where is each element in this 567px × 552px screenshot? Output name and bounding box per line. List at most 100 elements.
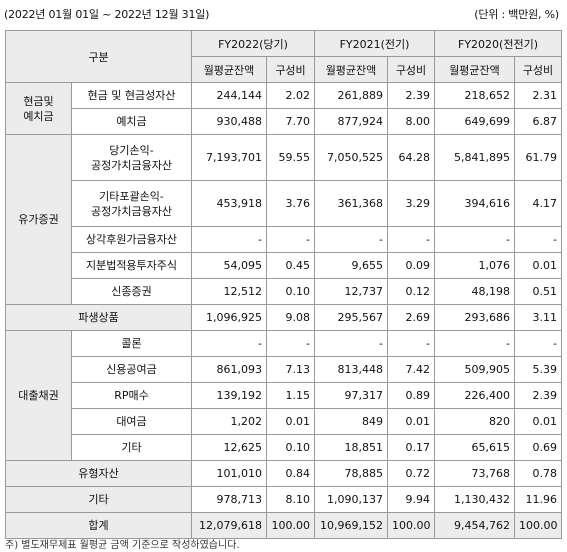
row-label: 예치금 [71,108,192,135]
row-label: 신종증권 [71,278,192,305]
cell-fy2020-ratio: 61.79 [513,134,563,181]
group-label-other: 기타 [5,486,192,513]
cell-fy2022-ratio: 0.45 [266,252,315,279]
cell-fy2021-ratio: 2.69 [387,304,435,331]
cell-fy2021-avg: 295,567 [314,304,388,331]
cell-fy2022-ratio: 0.10 [266,278,315,305]
table-row: RP매수 139,192 1.15 97,317 0.89 226,400 2.39 [6,382,563,409]
cell-fy2020-avg: 1,076 [434,252,515,279]
cell-fy2022-avg: 930,488 [191,108,267,135]
cell-fy2022-avg: 453,918 [191,180,267,227]
cell-fy2020-avg: 1,130,432 [434,486,515,513]
cell-fy2020-avg: 649,699 [434,108,515,135]
cell-fy2020-ratio: 2.39 [513,382,563,409]
cell-fy2020-ratio: 2.31 [513,82,563,109]
cell-fy2022-avg: 12,625 [191,434,267,461]
group-label-securities: 유가증권 [5,134,72,305]
table-row: 대여금 1,202 0.01 849 0.01 820 0.01 [6,408,563,435]
period-caption: (2022년 01월 01일 ~ 2022년 12월 31일) [4,8,210,21]
cell-fy2020-avg: 394,616 [434,180,515,227]
cell-fy2022-avg: 978,713 [191,486,267,513]
table-row: 예치금 930,488 7.70 877,924 8.00 649,699 6.87 [6,108,563,135]
cell-fy2022-ratio: 0.10 [266,434,315,461]
cell-fy2021-ratio: - [387,330,435,357]
cell-fy2022-avg: 54,095 [191,252,267,279]
table-row: 대출채권 콜론 - - - - - - [5,330,563,461]
cell-fy2020-ratio: 0.69 [513,434,563,461]
cell-fy2021-avg: 261,889 [314,82,388,109]
cell-fy2021-avg: 849 [314,408,388,435]
header-fy2021: FY2021(전기) [314,30,435,57]
row-label: 기타포괄손익- 공정가치금융자산 [71,180,192,227]
cell-fy2022-ratio: 1.15 [266,382,315,409]
header-fy2020-avg: 월평균잔액 [434,56,515,83]
cell-fy2022-avg: 101,010 [191,460,267,487]
table-body: 현금및 예치금 현금 및 현금성자산 244,144 2.02 261,889 2.39 21… [5,82,563,539]
cell-fy2021-ratio: 0.12 [387,278,435,305]
cell-fy2022-ratio: 0.84 [266,460,315,487]
cell-fy2022-avg: 244,144 [191,82,267,109]
table-row: 기타 978,713 8.10 1,090,137 9.94 1,130,432 11.96 [5,486,563,513]
cell-fy2021-avg: 97,317 [314,382,388,409]
cell-fy2022-ratio: 0.01 [266,408,315,435]
header-category: 구분 [5,30,192,83]
cell-fy2022-avg: - [191,330,267,357]
cell-fy2020-avg: 73,768 [434,460,515,487]
cell-fy2020-avg: 65,615 [434,434,515,461]
cell-fy2020-avg: 226,400 [434,382,515,409]
cell-fy2022-ratio: 59.55 [266,134,315,181]
table-row: 기타 12,625 0.10 18,851 0.17 65,615 0.69 [6,434,563,461]
cell-fy2021-ratio: 8.00 [387,108,435,135]
table-row: 기타포괄손익- 공정가치금융자산 453,918 3.76 361,368 3.29 394… [6,180,563,227]
cell-fy2021-avg: 18,851 [314,434,388,461]
table-row: 파생상품 1,096,925 9.08 295,567 2.69 293,686 3.11 [5,304,563,331]
unit-caption: (단위 : 백만원, %) [474,8,559,21]
cell-fy2020-avg: 509,905 [434,356,515,383]
cell-fy2020-ratio: 0.78 [513,460,563,487]
cell-fy2020-avg: 820 [434,408,515,435]
cell-fy2020-avg: 218,652 [434,82,515,109]
table-row: 지분법적용투자주식 54,095 0.45 9,655 0.09 1,076 0.01 [6,252,563,279]
table-row: 신종증권 12,512 0.10 12,737 0.12 48,198 0.51 [6,278,563,305]
group-label-tangible: 유형자산 [5,460,192,487]
cell-fy2021-avg: 78,885 [314,460,388,487]
cell-fy2020-ratio: 3.11 [513,304,563,331]
row-label: 당기손익- 공정가치금융자산 [71,134,192,181]
cell-fy2021-ratio: 0.89 [387,382,435,409]
cell-fy2022-ratio: 3.76 [266,180,315,227]
cell-fy2022-ratio: 7.70 [266,108,315,135]
cell-fy2020-avg: 48,198 [434,278,515,305]
row-label: 상각후원가금융자산 [71,226,192,253]
group-label-derivatives: 파생상품 [5,304,192,331]
cell-fy2020-ratio: 4.17 [513,180,563,227]
group-label-loans: 대출채권 [5,330,72,461]
cell-fy2020-avg: 9,454,762 [434,512,515,539]
cell-fy2021-avg: 12,737 [314,278,388,305]
cell-fy2021-avg: - [314,226,388,253]
cell-fy2021-ratio: 64.28 [387,134,435,181]
cell-fy2021-ratio: 100.00 [387,512,435,539]
cell-fy2021-ratio: - [387,226,435,253]
cell-fy2020-ratio: - [513,226,563,253]
row-label: 신용공여금 [71,356,192,383]
header-fy2020-ratio: 구성비 [513,56,563,83]
cell-fy2022-ratio: 2.02 [266,82,315,109]
cell-fy2022-avg: 861,093 [191,356,267,383]
cell-fy2021-avg: 9,655 [314,252,388,279]
cell-fy2021-avg: 877,924 [314,108,388,135]
header-fy2021-ratio: 구성비 [387,56,435,83]
cell-fy2021-ratio: 2.39 [387,82,435,109]
group-label-cash: 현금및 예치금 [5,82,72,135]
cell-fy2020-ratio: 0.01 [513,408,563,435]
cell-fy2020-avg: - [434,330,515,357]
footnote: 주) 별도재무제표 월평균 금액 기준으로 작성하였습니다. [5,540,240,551]
table-row: 현금및 예치금 현금 및 현금성자산 244,144 2.02 261,889 2.39 21… [5,82,563,135]
row-label: RP매수 [71,382,192,409]
cell-fy2020-ratio: 0.01 [513,252,563,279]
cell-fy2022-avg: 139,192 [191,382,267,409]
header-fy2022-avg: 월평균잔액 [191,56,267,83]
header-fy2022: FY2022(당기) [191,30,315,57]
row-label: 대여금 [71,408,192,435]
cell-fy2020-ratio: 0.51 [513,278,563,305]
cell-fy2022-ratio: - [266,330,315,357]
